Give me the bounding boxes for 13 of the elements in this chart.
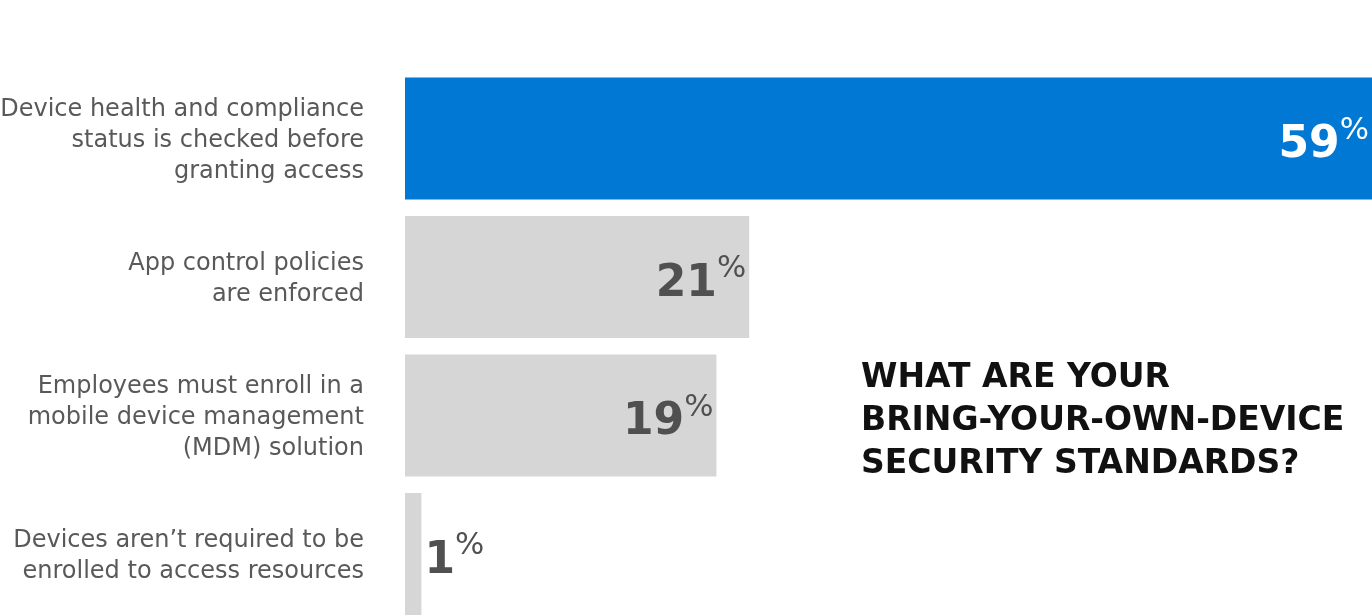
data-label: 21$^{%}$ bbox=[655, 248, 747, 306]
text: WHAT ARE YOUR BRING-YOUR-OWN-DEVICE SECURITY STANDARDS? bbox=[861, 356, 1345, 481]
bar bbox=[405, 216, 750, 338]
y-tick-label: Device health and compliance status is checked before granting access bbox=[0, 93, 364, 185]
bar bbox=[405, 77, 1372, 200]
data-label: 19$^{%}$ bbox=[622, 386, 714, 445]
y-tick-label: Devices aren’t required to be enrolled to access resources bbox=[13, 524, 364, 585]
y-tick-label: Employees must enroll in a mobile device management (MDM) solution bbox=[27, 370, 364, 462]
bar bbox=[405, 354, 717, 477]
data-label: 59$^{%}$ bbox=[1278, 109, 1369, 168]
bar bbox=[405, 493, 422, 615]
y-tick-label: App control policies are enforced bbox=[128, 247, 364, 308]
data-label: 1$^{%}$ bbox=[424, 525, 485, 583]
